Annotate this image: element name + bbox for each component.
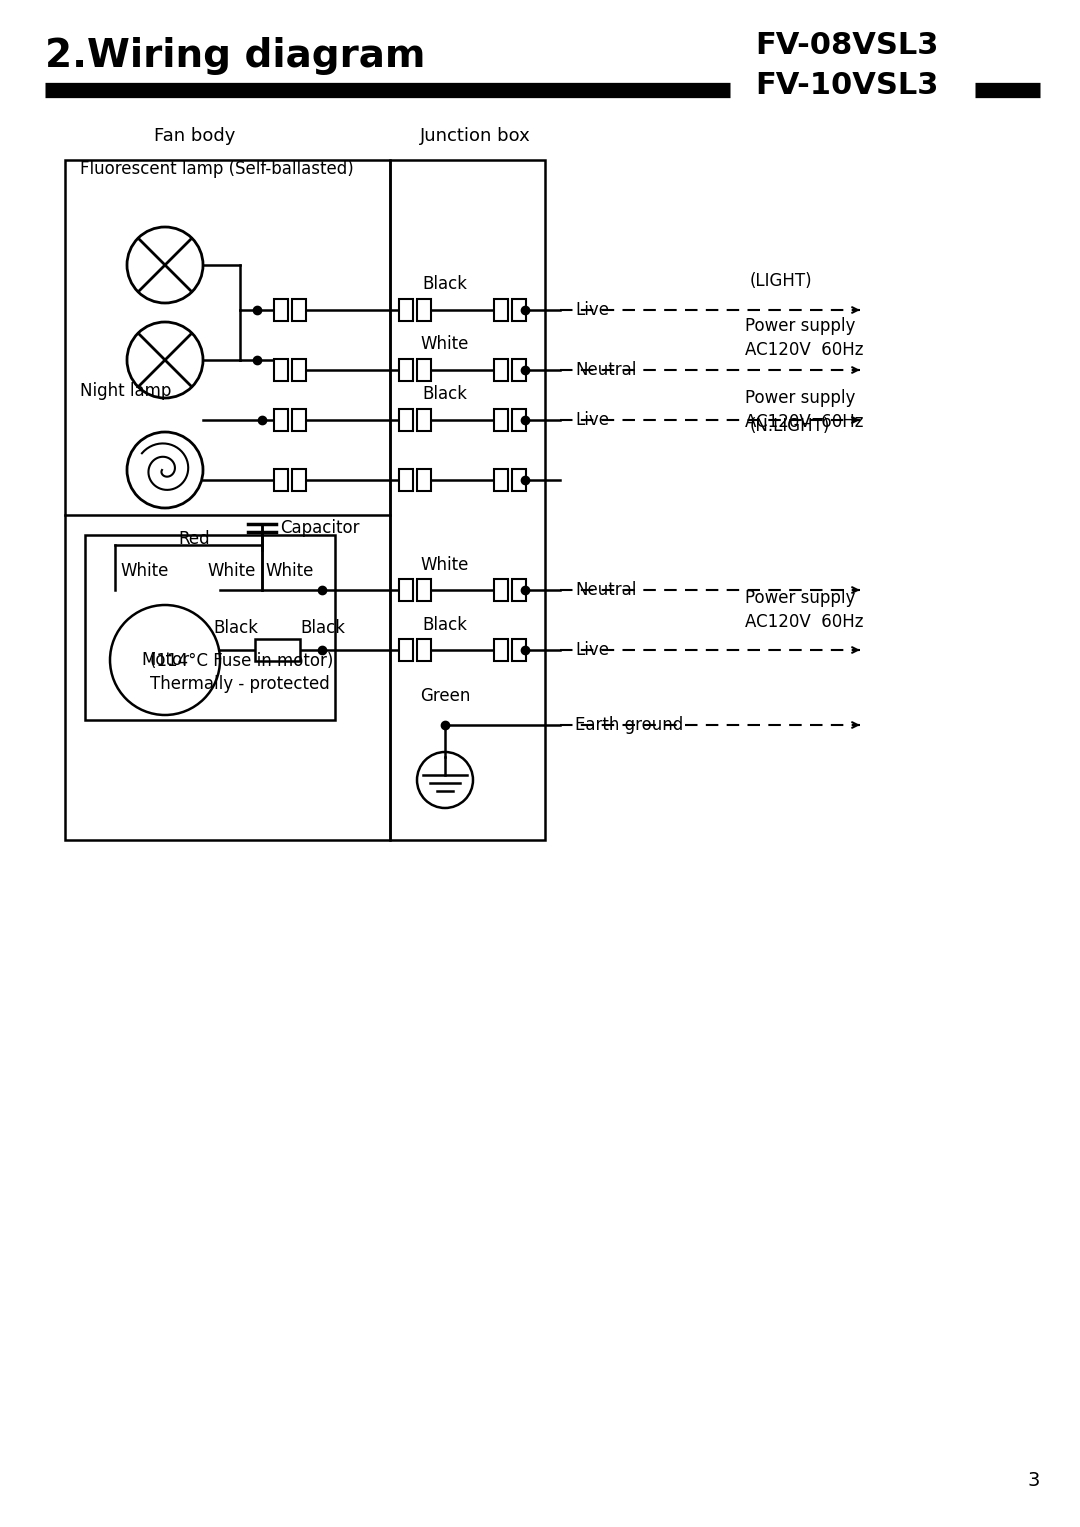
Text: 3: 3 xyxy=(1028,1471,1040,1490)
Text: Black: Black xyxy=(422,275,468,293)
Bar xyxy=(292,359,306,382)
Bar xyxy=(512,638,526,661)
Text: Capacitor: Capacitor xyxy=(280,519,360,538)
Text: White: White xyxy=(207,562,255,580)
Bar xyxy=(417,579,431,602)
Text: Power supply
AC120V  60Hz: Power supply AC120V 60Hz xyxy=(745,318,864,359)
Text: (N.LIGHT): (N.LIGHT) xyxy=(750,417,831,435)
Text: Live: Live xyxy=(575,411,609,429)
Text: Junction box: Junction box xyxy=(420,127,530,145)
Bar xyxy=(292,469,306,492)
Text: Power supply
AC120V  60Hz: Power supply AC120V 60Hz xyxy=(745,389,864,431)
Bar xyxy=(292,409,306,431)
Text: Live: Live xyxy=(575,301,609,319)
Text: Red: Red xyxy=(178,530,210,548)
Bar xyxy=(494,469,508,492)
Bar xyxy=(85,534,335,721)
Bar xyxy=(255,638,300,661)
Text: (114°C Fuse in motor): (114°C Fuse in motor) xyxy=(150,652,334,670)
Text: Motor: Motor xyxy=(141,651,189,669)
Bar xyxy=(494,638,508,661)
Bar xyxy=(274,299,288,321)
Text: FV-08VSL3: FV-08VSL3 xyxy=(755,31,939,60)
Text: Black: Black xyxy=(422,615,468,634)
Text: Green: Green xyxy=(420,687,470,705)
Bar xyxy=(399,579,413,602)
Bar xyxy=(417,469,431,492)
Bar xyxy=(512,469,526,492)
Text: Black: Black xyxy=(213,618,258,637)
Text: (LIGHT): (LIGHT) xyxy=(750,272,812,290)
Bar xyxy=(390,160,545,840)
Bar xyxy=(399,299,413,321)
Text: Night lamp: Night lamp xyxy=(80,382,172,400)
Bar xyxy=(512,579,526,602)
Bar xyxy=(494,409,508,431)
Bar xyxy=(417,638,431,661)
Text: Black: Black xyxy=(422,385,468,403)
Text: FV-10VSL3: FV-10VSL3 xyxy=(755,70,939,99)
Bar xyxy=(417,359,431,382)
Bar xyxy=(399,469,413,492)
Text: Neutral: Neutral xyxy=(575,580,636,599)
Bar xyxy=(274,409,288,431)
Bar xyxy=(274,469,288,492)
Text: 2.Wiring diagram: 2.Wiring diagram xyxy=(45,37,426,75)
Bar xyxy=(399,409,413,431)
Bar xyxy=(512,299,526,321)
Bar xyxy=(274,359,288,382)
Bar xyxy=(494,359,508,382)
Bar xyxy=(399,638,413,661)
Bar xyxy=(417,409,431,431)
Text: Thermally - protected: Thermally - protected xyxy=(150,675,329,693)
Bar xyxy=(65,160,390,840)
Circle shape xyxy=(110,605,220,715)
Text: White: White xyxy=(421,556,469,574)
Text: White: White xyxy=(265,562,313,580)
Text: Fan body: Fan body xyxy=(154,127,235,145)
Text: Fluorescent lamp (Self-ballasted): Fluorescent lamp (Self-ballasted) xyxy=(80,160,354,179)
Bar xyxy=(399,359,413,382)
Bar xyxy=(512,409,526,431)
Bar xyxy=(494,579,508,602)
Text: Live: Live xyxy=(575,641,609,660)
Bar xyxy=(417,299,431,321)
Bar xyxy=(292,299,306,321)
Text: Black: Black xyxy=(300,618,345,637)
Text: Power supply
AC120V  60Hz: Power supply AC120V 60Hz xyxy=(745,589,864,631)
Text: White: White xyxy=(120,562,168,580)
Bar xyxy=(494,299,508,321)
Text: Neutral: Neutral xyxy=(575,360,636,379)
Text: Earth ground: Earth ground xyxy=(575,716,684,734)
Bar xyxy=(512,359,526,382)
Text: White: White xyxy=(421,334,469,353)
